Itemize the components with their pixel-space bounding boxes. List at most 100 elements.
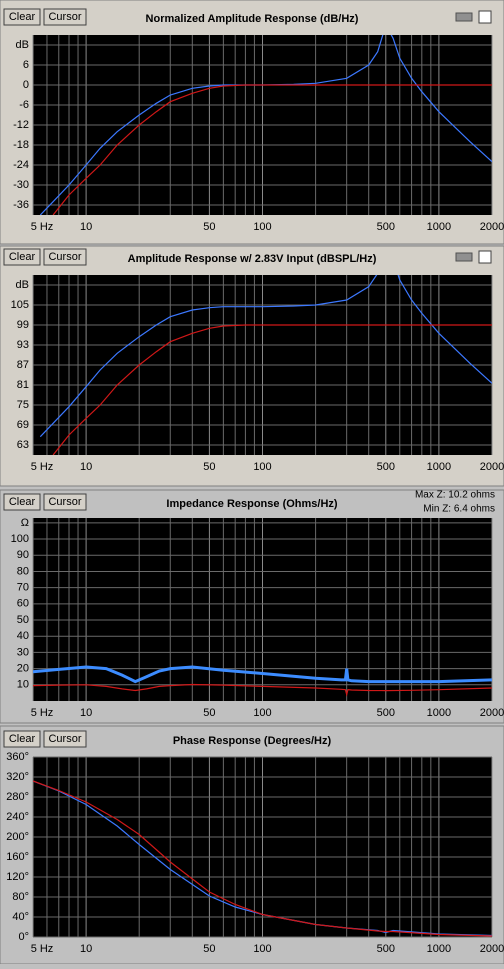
y-tick-label: 99 bbox=[17, 319, 29, 331]
y-tick-label: 80 bbox=[17, 565, 29, 577]
series-line bbox=[33, 665, 492, 684]
x-tick-label: 1000 bbox=[427, 707, 451, 719]
y-tick-label: 40° bbox=[12, 911, 29, 923]
button[interactable] bbox=[43, 8, 87, 26]
button[interactable] bbox=[3, 493, 41, 511]
x-tick-label: 50 bbox=[203, 707, 215, 719]
y-tick-label: 320° bbox=[6, 771, 29, 783]
y-tick-label: 69 bbox=[17, 419, 29, 431]
y-tick-label: -18 bbox=[13, 139, 29, 151]
checkbox[interactable] bbox=[478, 10, 492, 24]
annotation: Max Z: 10.2 ohms bbox=[415, 490, 495, 501]
x-tick-label: 2000 bbox=[480, 943, 504, 955]
y-tick-label: -6 bbox=[19, 99, 29, 111]
x-tick-label: 1000 bbox=[427, 943, 451, 955]
series-line bbox=[52, 324, 492, 455]
chart-title: Normalized Amplitude Response (dB/Hz) bbox=[146, 13, 359, 25]
x-tick-label: 500 bbox=[377, 461, 395, 473]
button-label[interactable]: Cursor bbox=[48, 11, 81, 23]
x-tick-label: 100 bbox=[253, 461, 271, 473]
print-icon bbox=[455, 12, 473, 22]
x-tick-label: 50 bbox=[203, 461, 215, 473]
y-tick-label: 280° bbox=[6, 791, 29, 803]
y-tick-label: 0 bbox=[23, 79, 29, 91]
y-tick-label: -30 bbox=[13, 179, 29, 191]
x-tick-label: 100 bbox=[253, 943, 271, 955]
x-tick-label: 1000 bbox=[427, 461, 451, 473]
y-tick-label: 160° bbox=[6, 851, 29, 863]
x-tick-label: 2000 bbox=[480, 461, 504, 473]
chart-title: Amplitude Response w/ 2.83V Input (dBSPL… bbox=[128, 253, 377, 265]
y-tick-label: 360° bbox=[6, 751, 29, 763]
series-line bbox=[33, 780, 492, 937]
button[interactable] bbox=[3, 730, 41, 748]
y-tick-label: dB bbox=[16, 39, 29, 51]
x-tick-label: 100 bbox=[253, 707, 271, 719]
series-line bbox=[39, 275, 492, 438]
y-tick-label: 10 bbox=[17, 679, 29, 691]
y-tick-label: 63 bbox=[17, 439, 29, 451]
y-tick-label: 50 bbox=[17, 614, 29, 626]
x-tick-label: 100 bbox=[253, 221, 271, 233]
y-tick-label: 81 bbox=[17, 379, 29, 391]
x-tick-label: 10 bbox=[80, 461, 92, 473]
x-tick-label: 10 bbox=[80, 943, 92, 955]
button[interactable] bbox=[43, 248, 87, 266]
y-tick-label: -24 bbox=[13, 159, 29, 171]
y-tick-label: 80° bbox=[12, 891, 29, 903]
button[interactable] bbox=[43, 730, 87, 748]
x-tick-label: 2000 bbox=[480, 221, 504, 233]
x-tick-label: 500 bbox=[377, 221, 395, 233]
button-label[interactable]: Clear bbox=[9, 496, 36, 508]
x-tick-label: 5 Hz bbox=[31, 461, 54, 473]
button-label[interactable]: Cursor bbox=[48, 496, 81, 508]
y-tick-label: 60 bbox=[17, 598, 29, 610]
y-tick-label: 75 bbox=[17, 399, 29, 411]
y-tick-label: 100 bbox=[11, 533, 29, 545]
series-line bbox=[33, 683, 492, 697]
y-tick-label: 200° bbox=[6, 831, 29, 843]
y-tick-label: 90 bbox=[17, 549, 29, 561]
series-line bbox=[52, 84, 492, 215]
y-tick-label: 240° bbox=[6, 811, 29, 823]
y-tick-label: 30 bbox=[17, 646, 29, 658]
x-tick-label: 10 bbox=[80, 221, 92, 233]
y-tick-label: 120° bbox=[6, 871, 29, 883]
y-tick-label: 0° bbox=[18, 931, 29, 943]
x-tick-label: 10 bbox=[80, 707, 92, 719]
chart-title: Phase Response (Degrees/Hz) bbox=[173, 735, 332, 747]
y-tick-label: 105 bbox=[11, 299, 29, 311]
button-label[interactable]: Cursor bbox=[48, 733, 81, 745]
chart-title: Impedance Response (Ohms/Hz) bbox=[166, 498, 337, 510]
button-label[interactable]: Cursor bbox=[48, 251, 81, 263]
x-tick-label: 2000 bbox=[480, 707, 504, 719]
y-tick-label: 93 bbox=[17, 339, 29, 351]
x-tick-label: 50 bbox=[203, 221, 215, 233]
button[interactable] bbox=[43, 493, 87, 511]
button-label[interactable]: Clear bbox=[9, 251, 36, 263]
y-tick-label: -12 bbox=[13, 119, 29, 131]
button-label[interactable]: Clear bbox=[9, 733, 36, 745]
x-tick-label: 50 bbox=[203, 943, 215, 955]
x-tick-label: 500 bbox=[377, 707, 395, 719]
button[interactable] bbox=[3, 8, 41, 26]
button[interactable] bbox=[3, 248, 41, 266]
y-tick-label: Ω bbox=[21, 517, 29, 529]
y-tick-label: 20 bbox=[17, 663, 29, 675]
x-tick-label: 1000 bbox=[427, 221, 451, 233]
y-tick-label: 87 bbox=[17, 359, 29, 371]
x-tick-label: 5 Hz bbox=[31, 221, 54, 233]
x-tick-label: 5 Hz bbox=[31, 943, 54, 955]
x-tick-label: 5 Hz bbox=[31, 707, 54, 719]
x-tick-label: 500 bbox=[377, 943, 395, 955]
y-tick-label: 70 bbox=[17, 582, 29, 594]
y-tick-label: dB bbox=[16, 279, 29, 291]
button-label[interactable]: Clear bbox=[9, 11, 36, 23]
y-tick-label: -36 bbox=[13, 199, 29, 211]
y-tick-label: 40 bbox=[17, 630, 29, 642]
checkbox[interactable] bbox=[478, 250, 492, 264]
annotation: Min Z: 6.4 ohms bbox=[423, 504, 495, 515]
print-icon bbox=[455, 252, 473, 262]
